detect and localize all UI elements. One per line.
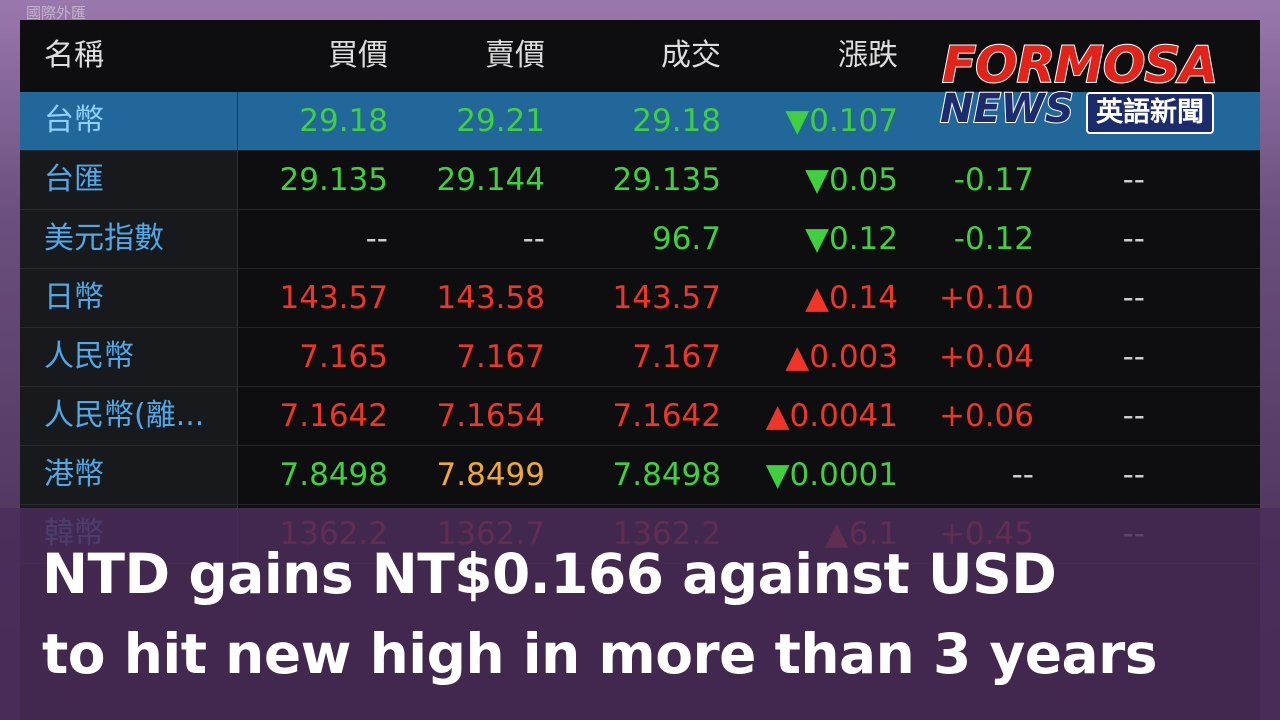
quote-cell: ▲0.003 — [785, 339, 898, 375]
name-cell: 港幣 — [20, 446, 238, 505]
header-cell: 買價 — [328, 38, 388, 73]
quote-cell: +0.04 — [939, 339, 1034, 375]
quote-cell: +0.06 — [939, 398, 1034, 434]
currency-name: 人民幣 — [44, 339, 134, 374]
logo-brand: FORMOSA — [941, 35, 1219, 95]
quote-cell: -- — [1122, 280, 1145, 316]
row-divider — [237, 268, 1260, 269]
quote-cell: 7.1654 — [436, 398, 545, 434]
row-divider — [237, 504, 1260, 505]
row-divider — [237, 445, 1260, 446]
quote-cell: 29.18 — [632, 103, 721, 139]
quote-cell: ▲0.0041 — [765, 398, 898, 434]
row-divider — [237, 209, 1260, 210]
name-cell: 日幣 — [20, 269, 238, 328]
quote-cell: 7.8499 — [436, 457, 545, 493]
quote-cell: -0.17 — [953, 162, 1034, 198]
table-row: 日幣 143.57 143.58 143.57 ▲0.14 +0.10 -- — [20, 269, 1260, 328]
name-cell: 人民幣 — [20, 328, 238, 387]
quote-cell: 143.58 — [436, 280, 545, 316]
quote-cell: -- — [1122, 221, 1145, 257]
header-row: 名稱 買價 賣價 成交 漲跌 — [20, 20, 1260, 92]
row-divider — [237, 386, 1260, 387]
quote-cell: 7.167 — [632, 339, 721, 375]
name-cell: 美元指數 — [20, 210, 238, 269]
table-row: 台幣 29.18 29.21 29.18 ▼0.107 — [20, 92, 1260, 151]
name-cell: 台幣 — [20, 92, 238, 151]
quote-cell: 7.8498 — [612, 457, 721, 493]
name-cell: 人民幣(離... — [20, 387, 238, 446]
table-row: 美元指數 -- -- 96.7 ▼0.12 -0.12 -- — [20, 210, 1260, 269]
quote-cell: ▼0.12 — [805, 221, 898, 257]
logo: FORMOSA NEWS 英語新聞 — [936, 35, 1246, 140]
quote-cell: 96.7 — [651, 221, 721, 257]
header-cell: 賣價 — [485, 38, 545, 73]
panel-caption: 國際外匯 — [26, 4, 87, 22]
quote-cell: ▼0.0001 — [765, 457, 898, 493]
name-cell: 台匯 — [20, 151, 238, 210]
quote-cell: 29.135 — [612, 162, 721, 198]
quote-cell: 7.8498 — [279, 457, 388, 493]
quote-cell: -- — [522, 221, 545, 257]
header-cell: 名稱 — [44, 38, 104, 73]
headline-line: to hit new high in more than 3 years — [42, 622, 1158, 686]
quote-cell: ▲0.14 — [805, 280, 898, 316]
quote-cell: -- — [1122, 457, 1145, 493]
quote-cell: -- — [1122, 339, 1145, 375]
quote-cell: ▼0.05 — [805, 162, 898, 198]
quote-cell: -- — [1122, 162, 1145, 198]
logo-news: NEWS — [939, 85, 1075, 133]
quote-cell: 143.57 — [279, 280, 388, 316]
table-row: 台匯 29.135 29.144 29.135 ▼0.05 -0.17 -- — [20, 151, 1260, 210]
quote-cell: 7.1642 — [279, 398, 388, 434]
quote-cell: 7.167 — [456, 339, 545, 375]
logo-chinese: 英語新聞 — [1086, 92, 1214, 134]
currency-name: 日幣 — [44, 280, 104, 315]
quote-cell: 29.18 — [299, 103, 388, 139]
currency-name: 美元指數 — [44, 221, 164, 256]
quote-cell: +0.10 — [939, 280, 1034, 316]
headline-line: NTD gains NT$0.166 against USD — [42, 542, 1057, 606]
row-divider — [237, 150, 1260, 151]
quote-cell: 7.165 — [299, 339, 388, 375]
quote-cell: ▼0.107 — [785, 103, 898, 139]
table-row: 人民幣(離... 7.1642 7.1654 7.1642 ▲0.0041 +0.06 -- — [20, 387, 1260, 446]
quote-cell: -0.12 — [953, 221, 1034, 257]
quote-cell: 29.135 — [279, 162, 388, 198]
quote-cell: -- — [1011, 457, 1034, 493]
currency-name: 台匯 — [44, 162, 104, 197]
row-divider — [237, 327, 1260, 328]
header-cell: 漲跌 — [838, 38, 898, 73]
table-row: 港幣 7.8498 7.8499 7.8498 ▼0.0001 -- -- — [20, 446, 1260, 505]
quote-cell: 29.21 — [456, 103, 545, 139]
headline-overlay: NTD gains NT$0.166 against USD to hit ne… — [0, 508, 1280, 720]
table-row: 人民幣 7.165 7.167 7.167 ▲0.003 +0.04 -- — [20, 328, 1260, 387]
quote-cell: 29.144 — [436, 162, 545, 198]
quote-cell: -- — [365, 221, 388, 257]
currency-name: 港幣 — [44, 457, 104, 492]
quote-cell: 143.57 — [612, 280, 721, 316]
quote-cell: 7.1642 — [612, 398, 721, 434]
quote-cell: -- — [1122, 398, 1145, 434]
currency-name: 人民幣(離... — [44, 398, 205, 433]
header-cell: 成交 — [661, 38, 721, 73]
currency-name: 台幣 — [44, 103, 104, 138]
